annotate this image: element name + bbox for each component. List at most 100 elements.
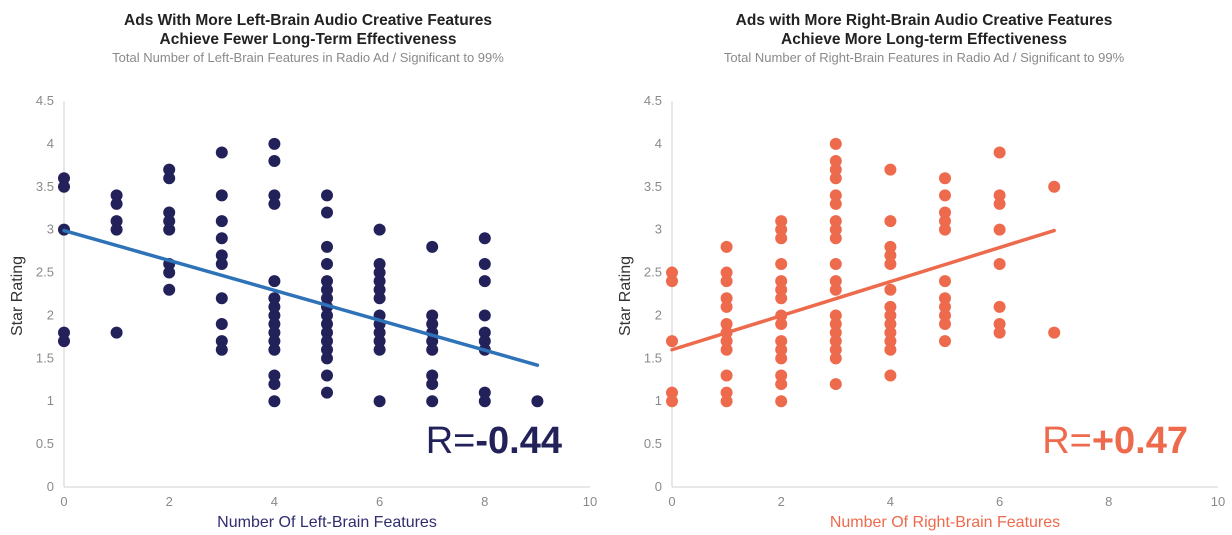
- scatter-point: [829, 257, 842, 270]
- y-tick-label: 1.5: [36, 350, 54, 365]
- scatter-point: [829, 275, 842, 288]
- x-axis-label: Number Of Left-Brain Features: [217, 514, 437, 531]
- scatter-point: [720, 386, 733, 399]
- scatter-point: [110, 189, 123, 202]
- scatter-point: [268, 189, 281, 202]
- scatter-point: [884, 343, 897, 356]
- scatter-point: [939, 300, 951, 313]
- scatter-point: [321, 189, 333, 202]
- scatter-point: [775, 335, 788, 348]
- scatter-point: [775, 352, 788, 365]
- scatter-point: [215, 189, 228, 202]
- scatter-point: [884, 369, 897, 382]
- chart-title-line2: Achieve Fewer Long-Term Effectiveness: [159, 31, 457, 48]
- scatter-point: [321, 326, 333, 339]
- scatter-point: [110, 197, 123, 210]
- scatter-point: [478, 395, 491, 408]
- scatter-point: [215, 292, 228, 305]
- scatter-point: [829, 215, 842, 228]
- scatter-point: [829, 172, 842, 185]
- r-prefix: R=: [426, 420, 476, 462]
- chart-subtitle: Total Number of Right-Brain Features in …: [723, 50, 1125, 65]
- scatter-point: [426, 378, 439, 391]
- y-tick-label: 1.5: [644, 350, 662, 365]
- y-tick-label: 0.5: [36, 436, 54, 451]
- scatter-point: [939, 275, 951, 288]
- scatter-point: [268, 369, 281, 382]
- scatter-point: [720, 395, 733, 408]
- scatter-point: [215, 249, 228, 262]
- scatter-point: [478, 257, 491, 270]
- scatter-point: [163, 215, 176, 228]
- scatter-point: [373, 223, 386, 236]
- scatter-point: [884, 163, 897, 176]
- scatter-point: [720, 240, 733, 253]
- scatter-point: [939, 318, 951, 331]
- scatter-point: [268, 378, 281, 391]
- y-tick-label: 3: [655, 222, 662, 237]
- scatter-point: [884, 215, 897, 228]
- scatter-point: [163, 223, 176, 236]
- scatter-point: [775, 318, 788, 331]
- scatter-point: [373, 257, 386, 270]
- scatter-point: [829, 318, 842, 331]
- scatter-point: [720, 275, 733, 288]
- scatter-point: [478, 232, 491, 245]
- scatter-point: [993, 318, 1006, 331]
- scatter-point: [163, 266, 176, 279]
- x-tick-label: 10: [583, 494, 597, 509]
- scatter-point: [268, 137, 281, 150]
- scatter-point: [268, 318, 281, 331]
- scatter-point: [829, 309, 842, 322]
- scatter-point: [720, 300, 733, 313]
- scatter-point: [58, 172, 70, 185]
- scatter-point: [775, 369, 788, 382]
- scatter-point: [884, 240, 897, 253]
- scatter-point: [829, 163, 842, 176]
- scatter-point: [775, 343, 788, 356]
- scatter-point: [939, 292, 951, 305]
- scatter-point: [666, 335, 678, 348]
- scatter-point: [884, 309, 897, 322]
- y-tick-label: 4: [655, 136, 662, 151]
- scatter-point: [373, 326, 386, 339]
- scatter-point: [268, 326, 281, 339]
- scatter-point: [321, 257, 333, 270]
- scatter-point: [215, 257, 228, 270]
- scatter-point: [993, 223, 1006, 236]
- scatter-point: [110, 215, 123, 228]
- scatter-point: [215, 232, 228, 245]
- scatter-point: [775, 292, 788, 305]
- scatter-point: [373, 335, 386, 348]
- scatter-point: [720, 266, 733, 279]
- y-tick-label: 2.5: [644, 265, 662, 280]
- y-tick-label: 0: [47, 479, 54, 494]
- scatter-point: [829, 326, 842, 339]
- scatter-point: [110, 223, 123, 236]
- scatter-point: [478, 309, 491, 322]
- scatter-point: [268, 155, 281, 168]
- scatter-point: [829, 197, 842, 210]
- scatter-point: [884, 318, 897, 331]
- scatter-point: [58, 326, 70, 339]
- scatter-point: [321, 240, 333, 253]
- scatter-point: [163, 172, 176, 185]
- scatter-point: [426, 369, 439, 382]
- scatter-point: [215, 335, 228, 348]
- scatter-point: [993, 300, 1006, 313]
- chart-title: Ads With More Left-Brain Audio Creative …: [124, 12, 492, 29]
- trend-line: [62, 228, 540, 367]
- scatter-point: [993, 197, 1006, 210]
- scatter-point: [884, 300, 897, 313]
- x-tick-label: 8: [1105, 494, 1112, 509]
- scatter-point: [268, 335, 281, 348]
- y-axis-label: Star Rating: [9, 256, 26, 336]
- scatter-point: [268, 197, 281, 210]
- scatter-point: [215, 215, 228, 228]
- scatter-point: [215, 146, 228, 159]
- scatter-point: [426, 395, 439, 408]
- scatter-point: [110, 326, 123, 339]
- scatter-point: [884, 257, 897, 270]
- scatter-point: [215, 318, 228, 331]
- right-scatter-plot: 0 0.5 1 1.5 2 2.5 3 3.5 4 4.5 0 2 4 6 8 10 Star Rating Nu…: [617, 93, 1225, 531]
